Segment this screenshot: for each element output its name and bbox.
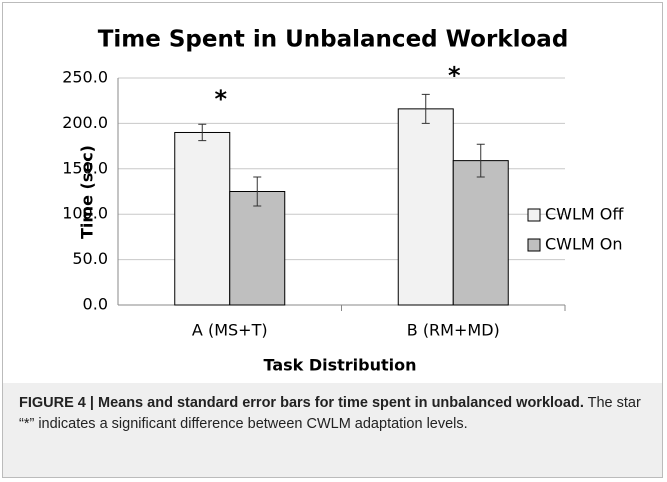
error-bar [253, 176, 262, 207]
y-tick-label: 0.0 [83, 295, 108, 314]
error-bar [476, 143, 485, 178]
significance-star: * [448, 61, 461, 89]
legend-swatch [527, 208, 541, 222]
x-tick-label: A (MS+T) [192, 321, 268, 340]
significance-star: * [215, 85, 228, 113]
bar [452, 160, 509, 306]
legend-swatch [527, 238, 541, 252]
y-tick-label: 250.0 [62, 68, 108, 87]
error-bar [198, 123, 207, 142]
y-tick-label: 100.0 [62, 204, 108, 223]
legend-label: CWLM Off [545, 205, 624, 224]
x-tick-label: B (RM+MD) [407, 321, 500, 340]
y-tick-label: 200.0 [62, 113, 108, 132]
chart: Time Spent in Unbalanced Workload Task D… [62, 27, 624, 375]
figure-frame [2, 2, 663, 478]
chart-title: Time Spent in Unbalanced Workload [98, 27, 569, 53]
caption-text: The star “*” indicates a significant dif… [19, 395, 641, 432]
y-tick-label: 150.0 [62, 158, 108, 177]
y-tick-label: 50.0 [72, 249, 108, 268]
x-axis-label: Task Distribution [263, 356, 416, 375]
caption-title: FIGURE 4 | Means and standard error bars… [19, 395, 584, 411]
bar [397, 108, 454, 306]
y-axis-label: Time (sec) [78, 145, 97, 239]
legend-label: CWLM On [545, 235, 623, 254]
caption: FIGURE 4 | Means and standard error bars… [3, 383, 662, 477]
error-bar [421, 93, 430, 124]
bar [229, 191, 286, 306]
bar [174, 131, 231, 306]
